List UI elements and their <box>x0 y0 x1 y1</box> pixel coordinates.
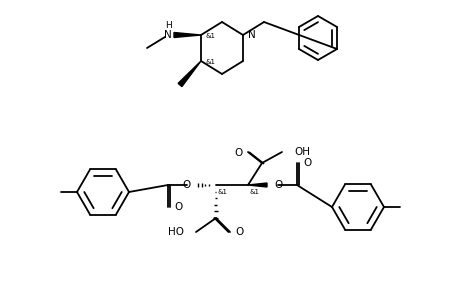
Text: O: O <box>183 180 191 190</box>
Text: N: N <box>164 30 172 40</box>
Text: &1: &1 <box>250 189 260 195</box>
Text: O: O <box>274 180 282 190</box>
Text: HO: HO <box>168 227 184 237</box>
Text: O: O <box>235 227 243 237</box>
Text: N: N <box>248 30 256 40</box>
Text: O: O <box>303 158 311 168</box>
Polygon shape <box>248 183 267 187</box>
Text: &1: &1 <box>218 189 228 195</box>
Text: O: O <box>235 148 243 158</box>
Text: OH: OH <box>294 147 310 157</box>
Text: &1: &1 <box>206 59 216 65</box>
Polygon shape <box>174 32 201 37</box>
Text: O: O <box>174 202 182 212</box>
Text: H: H <box>164 20 171 30</box>
Text: &1: &1 <box>206 33 216 39</box>
Polygon shape <box>178 61 201 87</box>
